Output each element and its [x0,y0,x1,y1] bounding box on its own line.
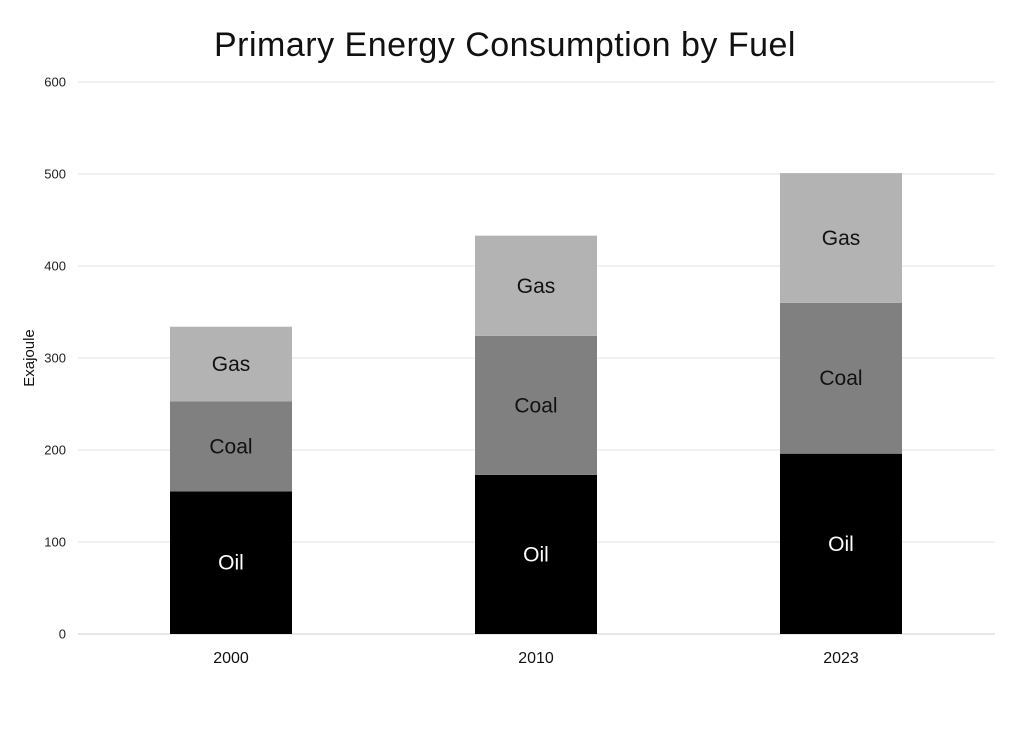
bar-gas-2010 [475,235,597,336]
y-axis-label: Exajoule [21,329,38,387]
y-tick-label-300: 300 [44,351,66,366]
y-tick-label-200: 200 [44,443,66,458]
bar-label-gas-2010: Gas [517,275,556,298]
bar-oil-2000 [170,491,292,634]
x-tick-label-2023: 2023 [823,650,859,667]
y-tick-label-500: 500 [44,167,66,182]
bar-label-oil-2023: Oil [828,533,854,556]
bar-oil-2023 [780,453,902,634]
x-tick-label-2010: 2010 [518,650,554,667]
bar-gas-2000 [170,326,292,402]
y-tick-label-100: 100 [44,535,66,550]
bar-label-oil-2010: Oil [523,543,549,566]
x-tick-label-2000: 2000 [213,650,249,667]
chart-title: Primary Energy Consumption by Fuel [213,26,796,64]
y-tick-label-600: 600 [44,75,66,90]
bar-coal-2000 [170,401,292,492]
bar-label-coal-2000: Coal [209,435,252,458]
bar-coal-2010 [475,335,597,475]
bar-label-gas-2023: Gas [822,227,861,250]
bar-label-coal-2023: Coal [819,367,862,390]
bar-oil-2010 [475,474,597,634]
bar-gas-2023 [780,173,902,303]
y-tick-label-0: 0 [59,627,66,642]
bar-label-coal-2010: Coal [514,394,557,417]
bar-label-gas-2000: Gas [212,353,251,376]
bar-coal-2023 [780,302,902,454]
y-tick-label-400: 400 [44,259,66,274]
bar-label-oil-2000: Oil [218,552,244,575]
